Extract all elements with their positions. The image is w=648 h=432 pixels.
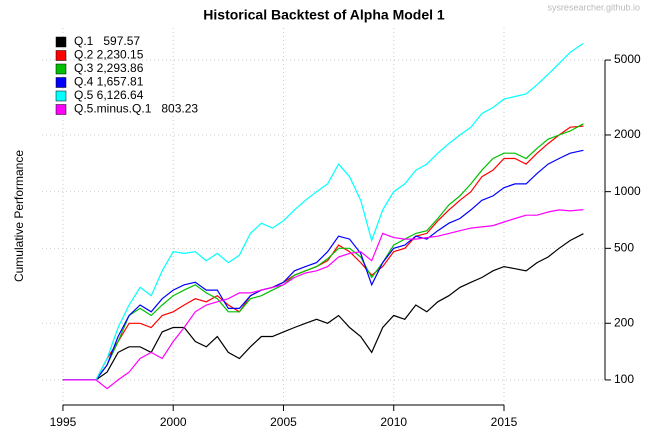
series-line (62, 209, 584, 390)
legend-swatch (55, 36, 67, 48)
legend-label: Q.2 2,230.15 (74, 48, 144, 62)
series-line (62, 149, 584, 381)
y-tick-label: 2000 (614, 127, 641, 141)
series-line (62, 233, 584, 381)
series-line (62, 123, 584, 381)
y-tick-label: 5000 (614, 52, 641, 66)
watermark: sysresearcher.github.io (547, 2, 640, 12)
legend-label: Q.5 6,126.64 (74, 88, 144, 102)
chart-title: Historical Backtest of Alpha Model 1 (203, 7, 445, 23)
legend-label: Q.3 2,293.86 (74, 61, 144, 75)
series-line (62, 125, 584, 381)
x-tick-label: 2010 (380, 415, 407, 429)
legend-label: Q.1 597.57 (74, 34, 140, 48)
legend-label: Q.4 1,657.81 (74, 75, 144, 89)
y-tick-label: 100 (614, 372, 634, 386)
legend-swatch (55, 50, 67, 61)
y-tick-label: 500 (614, 241, 634, 255)
x-tick-label: 2000 (160, 415, 187, 429)
legend-swatch (55, 90, 67, 102)
series-line (62, 42, 584, 381)
y-tick-label: 1000 (614, 184, 641, 198)
x-tick-label: 1995 (50, 415, 77, 429)
x-tick-label: 2015 (491, 415, 518, 429)
x-tick-label: 2005 (270, 415, 297, 429)
legend-swatch (55, 63, 67, 75)
legend-swatch (55, 77, 67, 88)
y-axis-label: Cumulative Performance (12, 150, 26, 282)
y-tick-label: 200 (614, 315, 634, 329)
legend-label: Q.5.minus.Q.1 803.23 (74, 102, 198, 116)
legend-swatch (55, 104, 67, 115)
